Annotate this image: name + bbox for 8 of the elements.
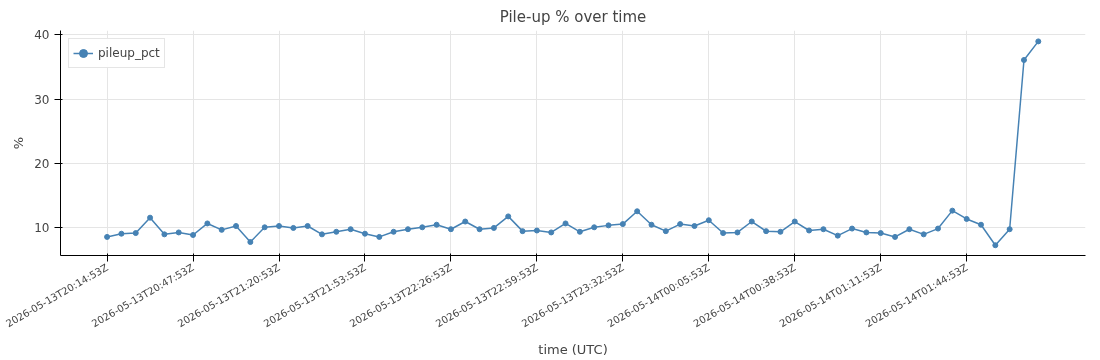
x-axis-title: time (UTC) — [538, 342, 608, 358]
y-tick-label: 40 — [34, 28, 50, 43]
y-axis-title: % — [11, 136, 27, 150]
chart-title: Pile-up % over time — [499, 7, 647, 26]
legend-label: pileup_pct — [98, 46, 160, 60]
y-tick-label: 20 — [34, 156, 50, 171]
y-tick-label: 30 — [34, 92, 50, 107]
y-tick-label: 10 — [34, 220, 50, 235]
